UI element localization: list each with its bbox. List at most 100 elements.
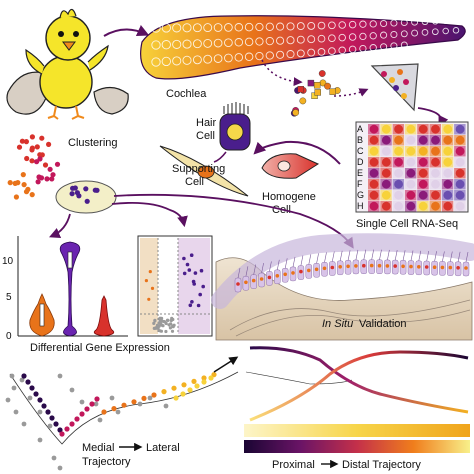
gradient-bar-bottom (244, 440, 470, 453)
cluster-point (47, 166, 53, 172)
arrow-dissociation (261, 59, 303, 87)
trajectory-point (131, 399, 137, 405)
volcano-point-ns (159, 329, 163, 333)
in-situ-stereocilia (332, 251, 335, 262)
volcano-point-up (190, 300, 194, 304)
chick-eye-right (73, 31, 79, 37)
cochlea-cell (338, 46, 346, 55)
dissociated-cell (318, 70, 326, 77)
cochlea-cell (276, 22, 285, 31)
cochlea-cell (307, 35, 316, 44)
cochlea-cell (380, 43, 388, 51)
dissociated-cell (292, 109, 300, 117)
plate-well (418, 146, 428, 156)
in-situ-nucleus (275, 274, 280, 278)
trajectory-cells (5, 372, 217, 471)
cochlea-cell (161, 56, 171, 67)
trajectory-point (49, 415, 55, 421)
cochlea-cell (276, 36, 285, 45)
in-situ-stereocilia (261, 262, 264, 274)
cochlea-cell (151, 40, 161, 50)
trajectory-point (25, 379, 31, 385)
cluster-point-selected (74, 190, 80, 196)
label-in-situ: In Situ (322, 318, 353, 330)
in-situ-nucleus (322, 266, 327, 271)
trajectory-arrow (213, 356, 239, 373)
arrow-cluster-to-insitu (113, 193, 354, 249)
plate-well (406, 190, 416, 200)
volcano-point-up (187, 268, 192, 272)
plate-well (431, 124, 440, 134)
trajectory-point (101, 409, 107, 415)
cluster-point (49, 176, 55, 182)
supporting-cell-icon (159, 145, 249, 197)
in-situ-stereocilia (465, 251, 469, 263)
plate-well (381, 190, 391, 200)
plate-row-label: B (357, 135, 363, 145)
cochlea-cell (244, 37, 254, 47)
in-situ-stereocilia (292, 256, 296, 267)
in-situ-nucleus (330, 265, 335, 270)
trajectory-point (37, 397, 43, 403)
in-situ-nucleus (377, 263, 382, 268)
label-cochlea: Cochlea (166, 88, 207, 100)
violin-red (93, 295, 115, 337)
plate-well (418, 190, 428, 200)
trajectory-point (191, 378, 197, 384)
trajectory-point (151, 392, 157, 398)
cochlea-cell (151, 57, 161, 67)
cochlea-cell (359, 44, 367, 53)
plate-well (443, 157, 453, 167)
volcano-point-ns (166, 318, 170, 322)
cochlea-cell (203, 54, 213, 64)
trajectory-point-gray (69, 387, 75, 393)
trajectory-point (41, 403, 47, 409)
in-situ-nucleus (251, 278, 256, 283)
cochlea-cell (380, 19, 388, 28)
chick-head (45, 15, 91, 61)
in-situ-nucleus (267, 275, 272, 280)
volcano-point-ns (168, 326, 172, 330)
cochlea-cell (213, 54, 223, 63)
cochlea-cell (265, 51, 274, 60)
volcano-point-up (193, 271, 198, 275)
volcano-point-up (182, 271, 187, 276)
plate-well (406, 157, 416, 167)
cochlea-cell (203, 23, 213, 33)
plate-row-label: G (357, 190, 364, 200)
cochlea-cell (255, 37, 264, 46)
cochlea-body (140, 15, 466, 80)
cluster-point (23, 139, 29, 145)
cochlea-cell (369, 32, 377, 40)
plate-well (381, 135, 391, 145)
in-situ-nucleus (448, 265, 453, 270)
cluster-point (37, 152, 43, 158)
in-situ-stereocilia (442, 251, 445, 262)
cochlea-cell (172, 23, 182, 33)
violin-purple (59, 241, 81, 337)
in-situ-stereocilia (426, 250, 429, 262)
cochlea-cell (359, 20, 367, 28)
chick-body (39, 55, 93, 109)
volcano-point-ns (163, 320, 167, 324)
trajectory-point (187, 387, 193, 393)
cochlea-cell (213, 38, 223, 48)
plate-well (443, 135, 453, 145)
cochlea-cell (338, 21, 346, 29)
plate-well (381, 124, 391, 134)
dissociated-cells (290, 70, 341, 117)
trajectory-point (208, 375, 214, 381)
cochlea-cell (286, 36, 295, 45)
plate-row-label: D (357, 157, 364, 167)
trajectory-point (59, 431, 65, 437)
trajectory-point-gray (11, 385, 17, 391)
cochlea-cell-grid (151, 17, 460, 67)
in-situ-stereocilia (253, 264, 256, 275)
label-homogene-line1: Homogene (262, 191, 316, 203)
volcano-point-up (198, 292, 202, 297)
cochlea-cell (161, 40, 171, 50)
plate-well (394, 201, 403, 211)
trajectory-point-gray (19, 377, 25, 383)
plate-well (394, 157, 403, 167)
